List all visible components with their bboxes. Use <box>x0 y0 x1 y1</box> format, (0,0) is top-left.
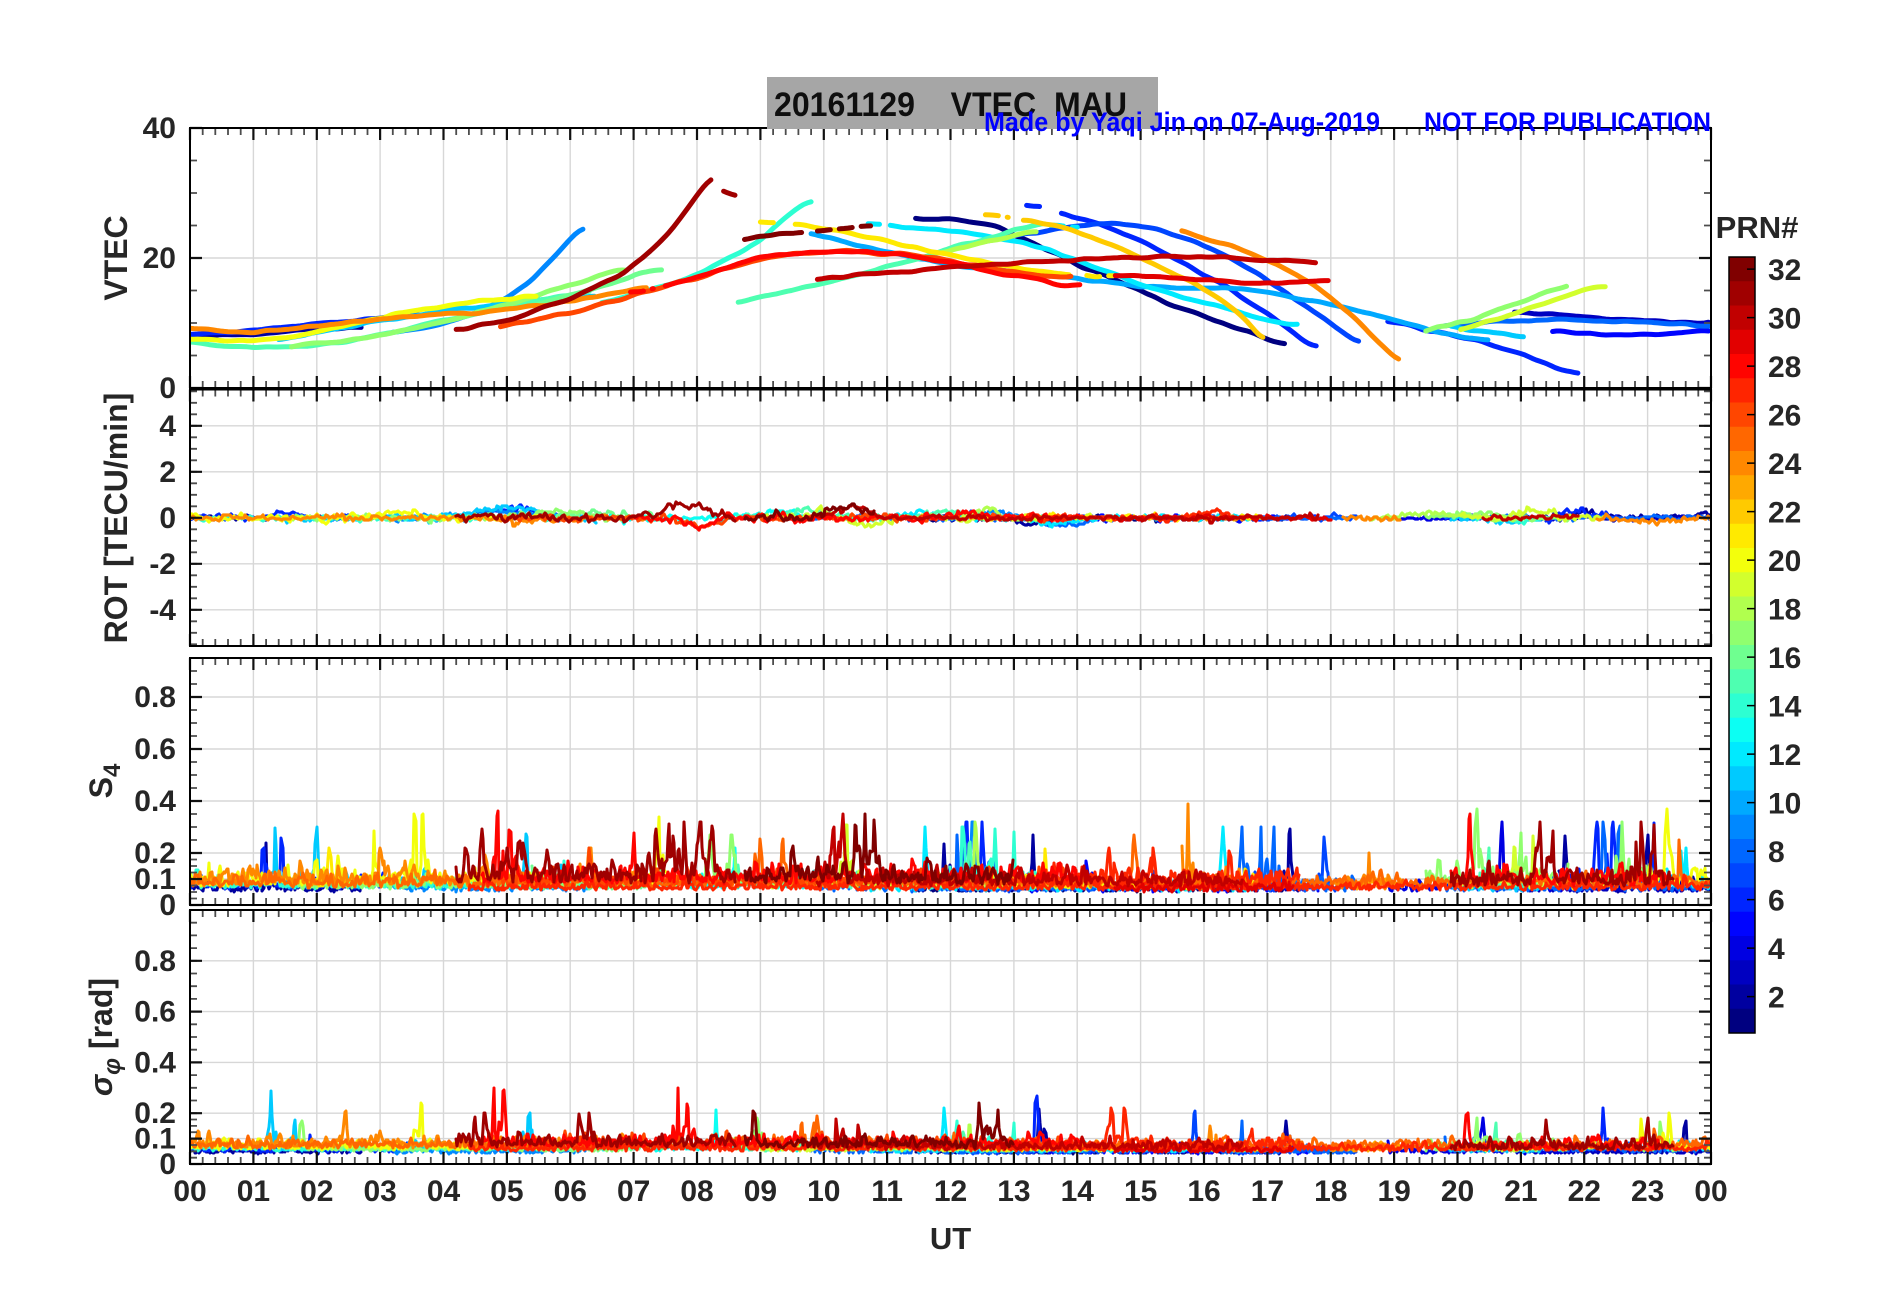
svg-text:12: 12 <box>1768 739 1801 772</box>
svg-text:11: 11 <box>871 1175 903 1208</box>
svg-text:28: 28 <box>1768 351 1801 384</box>
svg-text:PRN#: PRN# <box>1716 210 1799 245</box>
svg-text:VTEC: VTEC <box>98 215 134 300</box>
svg-text:NOT FOR PUBLICATION: NOT FOR PUBLICATION <box>1424 107 1711 137</box>
svg-text:0.8: 0.8 <box>134 681 176 714</box>
svg-text:0: 0 <box>159 889 176 922</box>
svg-text:18: 18 <box>1314 1175 1347 1208</box>
svg-text:10: 10 <box>807 1175 840 1208</box>
svg-text:0.6: 0.6 <box>134 733 176 766</box>
svg-text:0.4: 0.4 <box>134 785 176 818</box>
svg-text:04: 04 <box>427 1175 461 1208</box>
svg-text:23: 23 <box>1631 1175 1664 1208</box>
svg-text:0.6: 0.6 <box>134 996 176 1029</box>
svg-text:20: 20 <box>1441 1175 1474 1208</box>
svg-text:14: 14 <box>1768 691 1802 724</box>
svg-text:21: 21 <box>1504 1175 1537 1208</box>
svg-text:σφ [rad]: σφ [rad] <box>83 978 126 1096</box>
svg-text:2: 2 <box>159 456 176 489</box>
svg-text:Made by Yaqi Jin on 07-Aug-201: Made by Yaqi Jin on 07-Aug-2019 <box>984 107 1380 137</box>
svg-text:09: 09 <box>744 1175 777 1208</box>
svg-text:2: 2 <box>1768 982 1785 1015</box>
svg-text:12: 12 <box>934 1175 967 1208</box>
svg-text:6: 6 <box>1768 885 1785 918</box>
svg-text:40: 40 <box>143 112 176 145</box>
svg-text:24: 24 <box>1768 448 1802 481</box>
svg-text:16: 16 <box>1768 642 1801 675</box>
svg-text:03: 03 <box>363 1175 396 1208</box>
svg-text:07: 07 <box>617 1175 650 1208</box>
svg-text:0.2: 0.2 <box>134 1097 176 1130</box>
svg-text:10: 10 <box>1768 788 1801 821</box>
svg-text:02: 02 <box>300 1175 333 1208</box>
svg-text:00: 00 <box>1694 1175 1727 1208</box>
svg-text:-4: -4 <box>149 594 176 627</box>
svg-text:-2: -2 <box>149 548 176 581</box>
svg-text:13: 13 <box>997 1175 1030 1208</box>
svg-text:22: 22 <box>1768 497 1801 530</box>
svg-text:15: 15 <box>1124 1175 1157 1208</box>
svg-text:4: 4 <box>1768 933 1785 966</box>
svg-text:0.1: 0.1 <box>134 863 176 896</box>
svg-text:22: 22 <box>1568 1175 1601 1208</box>
svg-text:17: 17 <box>1251 1175 1284 1208</box>
svg-text:UT: UT <box>930 1221 971 1256</box>
svg-text:0: 0 <box>159 1148 176 1181</box>
svg-text:32: 32 <box>1768 254 1801 287</box>
svg-text:00: 00 <box>173 1175 206 1208</box>
svg-text:20: 20 <box>1768 545 1801 578</box>
svg-text:08: 08 <box>680 1175 713 1208</box>
svg-text:16: 16 <box>1187 1175 1220 1208</box>
svg-text:20161129 VTEC MAU: 20161129 VTEC MAU <box>774 86 1127 124</box>
svg-text:01: 01 <box>237 1175 270 1208</box>
svg-text:0.4: 0.4 <box>134 1046 176 1079</box>
svg-text:14: 14 <box>1061 1175 1095 1208</box>
svg-text:0.1: 0.1 <box>134 1123 176 1156</box>
svg-text:18: 18 <box>1768 594 1801 627</box>
svg-text:19: 19 <box>1377 1175 1410 1208</box>
svg-text:0: 0 <box>159 502 176 535</box>
svg-text:0.2: 0.2 <box>134 837 176 870</box>
svg-text:8: 8 <box>1768 836 1785 869</box>
svg-text:0: 0 <box>159 372 176 405</box>
svg-text:05: 05 <box>490 1175 523 1208</box>
svg-text:4: 4 <box>159 410 176 443</box>
svg-text:0.8: 0.8 <box>134 945 176 978</box>
svg-text:26: 26 <box>1768 400 1801 433</box>
svg-text:20: 20 <box>143 242 176 275</box>
svg-text:06: 06 <box>554 1175 587 1208</box>
svg-text:ROT [TECU/min]: ROT [TECU/min] <box>98 393 134 644</box>
svg-text:30: 30 <box>1768 303 1801 336</box>
